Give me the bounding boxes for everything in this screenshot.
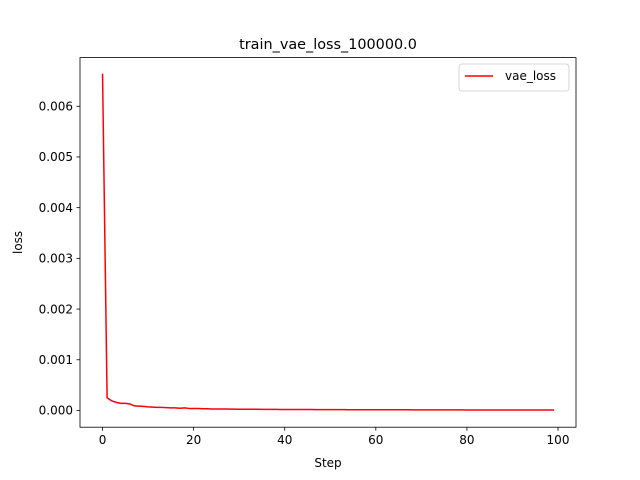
x-tick-label: 80 [459, 433, 474, 447]
x-tick-label: 0 [99, 433, 107, 447]
series-line-vae-loss [101, 73, 555, 411]
x-axis: 0 20 40 60 80 100 [99, 427, 570, 447]
legend-box [458, 63, 570, 92]
x-tick-label: 100 [547, 433, 570, 447]
y-tick-label: 0.006 [39, 99, 73, 113]
y-tick-label: 0.000 [39, 404, 73, 418]
x-tick-label: 40 [277, 433, 292, 447]
legend-label-vae-loss: vae_loss [505, 69, 556, 83]
x-tick-label: 20 [186, 433, 201, 447]
y-axis-label: loss [11, 231, 25, 254]
chart-title: train_vae_loss_100000.0 [239, 37, 417, 53]
y-tick-label: 0.003 [39, 252, 73, 266]
legend: vae_loss [458, 63, 570, 92]
y-tick-label: 0.005 [39, 150, 73, 164]
x-axis-label: Step [314, 456, 341, 470]
y-tick-label: 0.004 [39, 201, 73, 215]
y-axis: 0.000 0.001 0.002 0.003 0.004 0.005 0.006 [39, 99, 80, 418]
y-tick-label: 0.002 [39, 302, 73, 316]
x-tick-label: 60 [368, 433, 383, 447]
plot-frame [79, 57, 577, 428]
y-tick-label: 0.001 [39, 353, 73, 367]
